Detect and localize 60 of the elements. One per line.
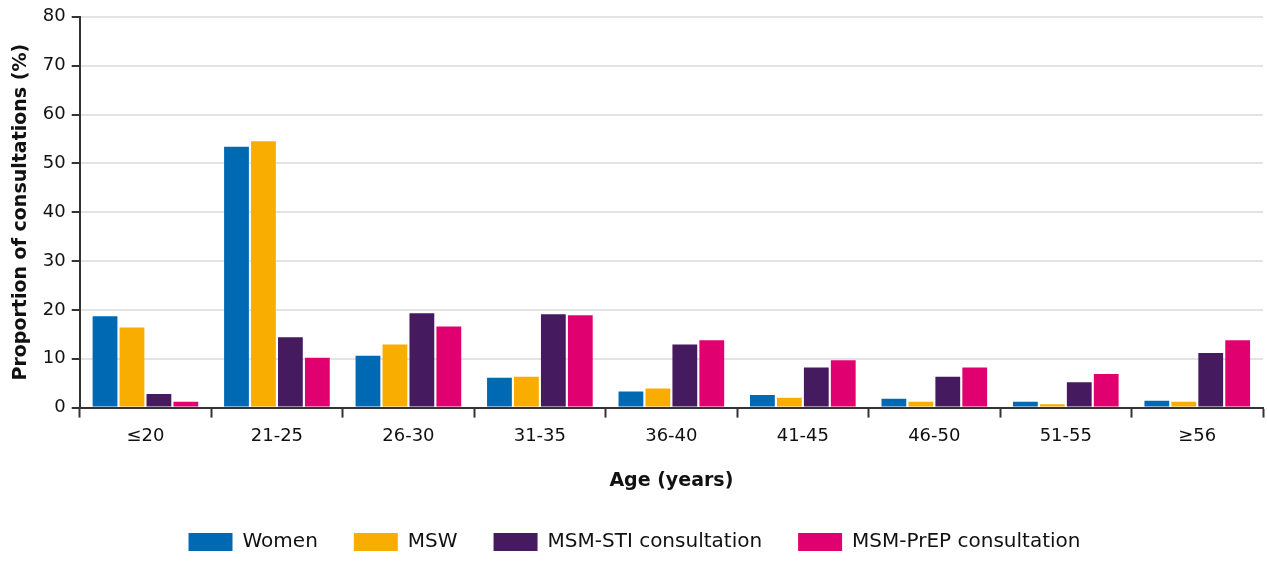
bar — [119, 327, 145, 407]
x-tick-label: 41-45 — [776, 424, 829, 446]
y-tick-label: 70 — [42, 53, 66, 75]
bar — [1039, 404, 1065, 407]
y-tick-label: 0 — [54, 395, 66, 417]
bar — [830, 360, 856, 407]
bar — [1093, 373, 1119, 407]
bar — [173, 401, 199, 407]
x-tick-label: 46-50 — [908, 424, 961, 446]
bar — [224, 146, 249, 407]
y-tick-label: 60 — [42, 102, 66, 124]
bar — [672, 344, 698, 407]
y-tick-label: 50 — [42, 151, 66, 173]
bar — [962, 367, 988, 407]
y-tick-label: 10 — [42, 346, 66, 368]
bar — [881, 398, 907, 407]
legend-label: Women — [242, 528, 318, 553]
x-tick-label: 36-40 — [645, 424, 698, 446]
bar — [304, 357, 330, 407]
bar — [382, 344, 408, 407]
x-tick-label: 26-30 — [382, 424, 435, 446]
bar — [618, 391, 644, 407]
bar — [436, 326, 462, 407]
bar — [540, 314, 566, 407]
bar — [1144, 400, 1170, 407]
bar — [92, 316, 118, 407]
bar — [750, 394, 775, 407]
x-axis-title: Age (years) — [609, 467, 734, 490]
bar — [1012, 401, 1038, 407]
bar — [699, 340, 725, 407]
x-tick-label: ≥56 — [1178, 424, 1217, 446]
bar — [1225, 340, 1251, 407]
bar — [776, 397, 802, 407]
y-tick-label: 30 — [42, 248, 66, 270]
x-tick-label: ≤20 — [126, 424, 165, 446]
bar — [409, 313, 435, 407]
x-tick-label: 21-25 — [250, 424, 304, 446]
bar — [1171, 401, 1197, 407]
bar — [567, 315, 593, 407]
bar — [487, 377, 512, 407]
y-tick-label: 40 — [42, 199, 66, 221]
bar — [251, 141, 276, 407]
legend-label: MSM-STI consultation — [547, 528, 763, 553]
bar — [146, 393, 172, 407]
y-tick-label: 80 — [42, 4, 66, 26]
y-tick-label: 20 — [42, 297, 66, 319]
legend-label: MSM-PrEP consultation — [852, 528, 1081, 553]
bar — [278, 337, 303, 407]
x-tick-label: 51-55 — [1039, 424, 1092, 446]
bar — [355, 355, 381, 407]
bar — [1198, 352, 1224, 407]
legend-label: MSW — [407, 528, 458, 553]
bar — [1066, 382, 1092, 407]
bar — [514, 376, 539, 407]
bar — [908, 401, 934, 407]
bar — [935, 376, 961, 407]
x-tick-label: 31-35 — [513, 424, 567, 446]
bar — [803, 367, 829, 407]
bar — [645, 388, 671, 407]
y-axis-title: Proportion of consultations (%) — [8, 43, 31, 381]
